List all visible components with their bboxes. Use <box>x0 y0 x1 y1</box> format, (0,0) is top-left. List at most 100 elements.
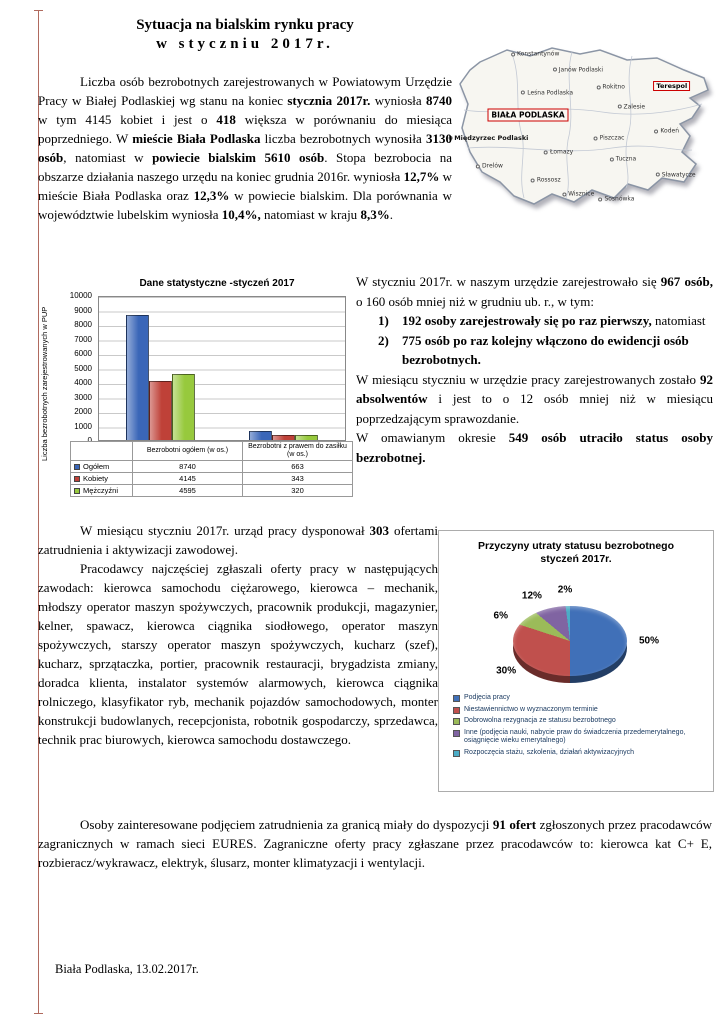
legend-swatch <box>453 749 460 757</box>
legend-item: Inne (podjęcia nauki, nabycie praw do św… <box>453 729 701 746</box>
region-map: Konstantynów Janów Podlaski Leśna Podlaska… <box>448 40 714 215</box>
crop-mark-bottom <box>34 1013 43 1014</box>
pie-subtitle-line: styczeń 2017r. <box>540 553 612 565</box>
map-town-label: Zalesie <box>623 103 646 110</box>
pie-percent-label: 50% <box>638 635 660 647</box>
table-corner-cell <box>70 441 133 461</box>
eures-text: Osoby zainteresowane podjęciem zatrudnie… <box>38 817 712 870</box>
bar-ogółem <box>249 430 272 440</box>
bar-value-cell: 4595 <box>132 484 243 497</box>
series-swatch <box>74 488 80 494</box>
bar-chart: Dane statystyczne -styczeń 2017 Liczba b… <box>40 276 362 508</box>
y-tick-label: 10000 <box>69 291 92 300</box>
bar-table-row: Mężczyźni 4595 320 <box>70 484 353 497</box>
bar-table: Bezrobotni ogółem (w os.) Bezrobotni z pr… <box>70 441 353 497</box>
map-town: Wisznice <box>562 191 594 198</box>
title-line-1: Sytuacja na bialskim rynku pracy <box>136 17 354 33</box>
map-town-marker <box>521 90 526 95</box>
registrations-list: 1) 192 osoby zarejestrowały się po raz p… <box>356 311 713 370</box>
map-town-marker <box>562 192 567 196</box>
map-town-marker <box>596 85 601 90</box>
legend-label: Rozpoczęcia stażu, szkolenia, działań ak… <box>464 748 635 756</box>
map-town-label: Sosnówka <box>604 195 635 203</box>
offers-paragraph: W miesiącu styczniu 2017r. urząd pracy d… <box>38 521 438 749</box>
map-town: Rokitno <box>596 84 625 91</box>
pie-chart-title: Przyczyny utraty statusu bezrobotnego st… <box>439 540 713 566</box>
registrations-column: W styczniu 2017r. w naszym urzędzie zare… <box>356 272 713 467</box>
bar-group <box>99 297 222 440</box>
map-town-label: Sławatycze <box>661 171 696 179</box>
legend-item: Podjęcia pracy <box>453 694 701 703</box>
crop-mark-top <box>34 10 43 11</box>
eures-paragraph: Osoby zainteresowane podjęciem zatrudnie… <box>38 815 712 872</box>
map-town: Międzyrzec Podlaski <box>448 134 528 142</box>
map-town: Terespol <box>653 80 691 91</box>
bar-category-header: Bezrobotni z prawem do zasiłku (w os.) <box>242 441 353 461</box>
registrations-paragraph-1: W styczniu 2017r. w naszym urzędzie zare… <box>356 274 713 309</box>
map-town-marker <box>511 52 516 56</box>
legend-label: Niestawiennictwo w wyznaczonym terminie <box>464 705 598 713</box>
bar-value-cell: 8740 <box>132 460 243 473</box>
left-margin-line <box>38 10 39 1014</box>
y-tick-label: 0 <box>54 437 92 445</box>
offers-text-1: W miesiącu styczniu 2017r. urząd pracy d… <box>38 523 438 557</box>
intro-paragraph: Liczba osób bezrobotnych zarejestrowanyc… <box>38 72 452 224</box>
map-town-marker <box>609 157 614 161</box>
map-town-label: Piszczac <box>599 134 625 142</box>
bar-plot <box>98 296 346 441</box>
bar-table-row: Kobiety 4145 343 <box>70 472 353 485</box>
pie-percent-label: 6% <box>493 610 508 622</box>
bar-value-cell: 343 <box>242 472 353 485</box>
legend-item: Dobrowolna rezygnacja ze statusu bezrobo… <box>453 717 701 726</box>
y-tick-label: 7000 <box>74 334 92 344</box>
bar-mężczyźni <box>172 374 195 440</box>
legend-item: Rozpoczęcia stażu, szkolenia, działań ak… <box>453 749 701 758</box>
map-town-label: Łomazy <box>549 148 574 156</box>
registrations-paragraph-3: W omawianym okresie 549 osób utraciło st… <box>356 430 713 465</box>
y-tick-label: 3000 <box>74 392 92 402</box>
map-town-marker <box>448 136 453 140</box>
list-item: 1) 192 osoby zarejestrowały się po raz p… <box>374 311 713 331</box>
legend-label: Inne (podjęcia nauki, nabycie praw do św… <box>464 728 686 745</box>
map-town: Janów Podlaski <box>552 66 604 74</box>
map-town: Rossosz <box>530 177 561 184</box>
legend-label: Dobrowolna rezygnacja ze statusu bezrobo… <box>464 717 616 724</box>
map-town-label: Leśna Podlaska <box>527 89 574 96</box>
bar-table-row: Ogółem 8740 663 <box>70 460 353 473</box>
list-item-text: 192 osoby zarejestrowały się po raz pier… <box>402 313 706 328</box>
title-line-2: w styczniu 2017r. <box>156 36 334 52</box>
intro-text: Liczba osób bezrobotnych zarejestrowanyc… <box>38 74 452 222</box>
pie-percent-label: 2% <box>557 584 573 596</box>
map-town-marker <box>552 67 557 72</box>
map-town-label: Janów Podlaski <box>558 66 604 74</box>
map-town-marker <box>543 150 548 154</box>
map-town: Kodeń <box>654 128 679 135</box>
pie-title-line: Przyczyny utraty statusu bezrobotnego <box>477 540 675 552</box>
legend-swatch <box>453 695 460 702</box>
map-town: BIAŁA PODLASKA <box>487 108 569 122</box>
y-tick-label: 8000 <box>74 320 92 329</box>
legend-label: Podjęcia pracy <box>464 694 510 701</box>
bar-value-cell: 320 <box>242 484 353 497</box>
bar-ogółem <box>126 315 149 440</box>
registrations-paragraph-2: W miesiącu styczniu w urzędzie pracy zar… <box>356 371 713 426</box>
pie-percent-label: 30% <box>496 665 517 677</box>
map-town-label: Tuczna <box>615 155 637 163</box>
map-town-marker <box>598 197 603 202</box>
map-town: Zalesie <box>617 103 645 110</box>
map-town-label: Międzyrzec Podlaski <box>454 134 529 142</box>
list-item-text: 775 osób po raz kolejny włączono do ewid… <box>402 332 689 368</box>
map-town: Łomazy <box>543 148 574 156</box>
pie-chart: Przyczyny utraty statusu bezrobotnego st… <box>438 530 714 792</box>
pie-legend: Podjęcia pracy Niestawiennictwo w wyznacz… <box>453 694 701 760</box>
map-town-marker <box>530 178 535 182</box>
series-swatch <box>74 464 80 470</box>
legend-item: Niestawiennictwo w wyznaczonym terminie <box>453 706 701 715</box>
map-town-label: Wisznice <box>568 190 595 198</box>
list-item-number: 1) <box>378 313 389 328</box>
y-tick-label: 2000 <box>74 407 92 416</box>
bar-category-header: Bezrobotni ogółem (w os.) <box>132 441 243 461</box>
map-town: Sławatycze <box>655 171 696 179</box>
legend-swatch <box>453 706 460 714</box>
list-item: 2) 775 osób po raz kolejny włączono do e… <box>374 331 713 370</box>
